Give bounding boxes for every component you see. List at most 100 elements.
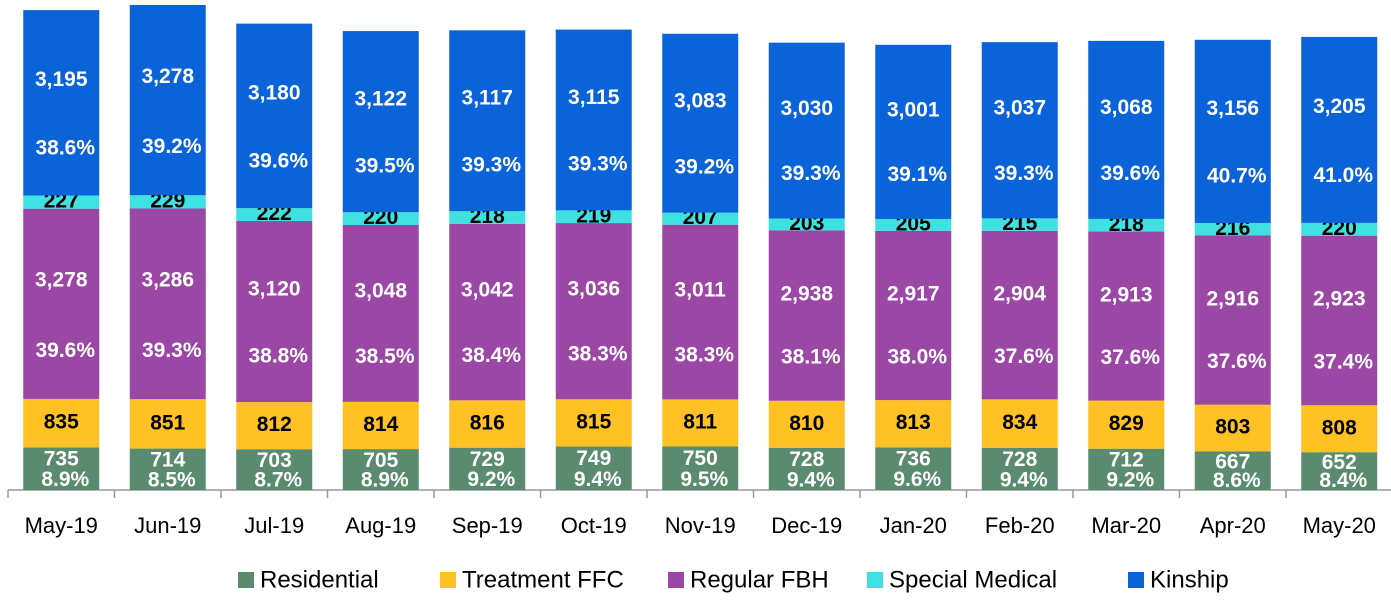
bar-segment xyxy=(555,399,632,447)
value-label: 652 xyxy=(1322,451,1357,474)
share-label: 37.6% xyxy=(994,345,1054,368)
bar-segment xyxy=(342,212,419,225)
value-label: 2,917 xyxy=(887,283,940,306)
value-label: 3,011 xyxy=(675,279,727,302)
share-label: 9.4% xyxy=(787,468,835,491)
bar-segment xyxy=(236,402,313,450)
share-label: 39.6% xyxy=(1100,162,1160,185)
share-label: 8.6% xyxy=(1213,469,1261,492)
bar-segment xyxy=(449,400,526,448)
legend-swatch xyxy=(440,572,456,588)
bar-segment xyxy=(449,447,526,490)
bar-segment xyxy=(1088,448,1165,490)
value-label: 834 xyxy=(1002,411,1037,434)
bar-segment xyxy=(981,42,1058,219)
share-label: 38.5% xyxy=(355,345,415,368)
share-label: 9.2% xyxy=(1106,468,1154,491)
value-label: 813 xyxy=(896,411,931,434)
legend-label: Treatment FFC xyxy=(462,566,624,593)
bar-segment xyxy=(662,212,739,225)
value-label: 3,286 xyxy=(141,269,194,292)
bar-segment xyxy=(23,398,100,448)
value-label: 851 xyxy=(150,411,185,434)
bar-segment xyxy=(1194,404,1271,452)
value-label: 3,042 xyxy=(461,278,514,301)
legend-label: Residential xyxy=(260,566,379,593)
value-label: 3,036 xyxy=(567,278,620,301)
share-label: 38.6% xyxy=(35,137,95,160)
x-tick-label: Apr-20 xyxy=(1200,513,1266,538)
legend-swatch xyxy=(238,572,254,588)
value-label: 735 xyxy=(44,448,79,471)
bar-segment xyxy=(981,218,1058,231)
share-label: 8.9% xyxy=(361,469,409,492)
value-label: 812 xyxy=(257,413,292,436)
x-tick-label: Feb-20 xyxy=(985,513,1055,538)
bar-segment xyxy=(662,446,739,490)
x-tick-label: Aug-19 xyxy=(345,513,416,538)
bar-segment xyxy=(768,447,845,490)
bar-segment xyxy=(1301,235,1378,406)
share-label: 38.0% xyxy=(887,345,947,368)
bar-segment xyxy=(981,230,1058,400)
bar-segment xyxy=(981,399,1058,448)
value-label: 703 xyxy=(257,449,292,472)
value-label: 714 xyxy=(150,449,185,472)
value-label: 3,001 xyxy=(887,99,940,122)
bar-segment xyxy=(1301,405,1378,453)
legend-label: Special Medical xyxy=(889,566,1057,593)
value-label: 814 xyxy=(363,413,398,436)
share-label: 8.4% xyxy=(1319,469,1367,492)
bar-segment xyxy=(449,30,526,212)
share-label: 38.4% xyxy=(461,344,521,367)
value-label: 816 xyxy=(470,412,505,435)
bar-segment xyxy=(342,31,419,213)
value-label: 3,120 xyxy=(248,277,301,300)
bar-segment xyxy=(342,224,419,402)
value-label: 729 xyxy=(470,448,505,471)
bar-segment xyxy=(1194,222,1271,236)
bar-segment xyxy=(981,447,1058,490)
bar-segment xyxy=(875,218,952,231)
value-label: 3,195 xyxy=(35,68,88,91)
bar-segment xyxy=(342,401,419,450)
value-label: 811 xyxy=(683,410,717,433)
value-label: 3,048 xyxy=(354,280,407,303)
legend-swatch xyxy=(867,572,883,588)
share-label: 38.8% xyxy=(248,344,308,367)
share-label: 38.3% xyxy=(568,343,628,366)
x-tick-label: Jul-19 xyxy=(244,513,304,538)
value-label: 2,904 xyxy=(993,282,1046,305)
bar-segment xyxy=(768,400,845,448)
x-tick-label: Oct-19 xyxy=(561,513,627,538)
value-label: 712 xyxy=(1109,449,1144,472)
value-label: 815 xyxy=(576,410,611,433)
bar-segment xyxy=(1088,218,1165,232)
value-label: 835 xyxy=(44,411,79,434)
value-label: 3,117 xyxy=(462,87,513,110)
bar-segment xyxy=(1194,235,1271,405)
bar-segment xyxy=(23,208,100,399)
bar-segment xyxy=(555,223,632,400)
value-label: 2,916 xyxy=(1206,287,1259,310)
share-label: 39.6% xyxy=(35,339,95,362)
value-label: 705 xyxy=(363,449,398,472)
x-tick-label: May-20 xyxy=(1303,513,1376,538)
bar-segment xyxy=(768,218,845,231)
share-label: 39.3% xyxy=(994,162,1054,185)
share-label: 39.3% xyxy=(142,339,202,362)
value-label: 3,122 xyxy=(354,87,407,110)
share-label: 8.5% xyxy=(148,468,196,491)
value-label: 749 xyxy=(576,447,611,470)
share-label: 9.4% xyxy=(574,468,622,491)
bar-segment xyxy=(875,400,952,448)
value-label: 3,083 xyxy=(674,89,727,112)
bar-segment xyxy=(236,208,313,222)
value-label: 803 xyxy=(1215,416,1250,439)
share-label: 41.0% xyxy=(1313,164,1373,187)
bar-segment xyxy=(1088,40,1165,219)
x-tick-label: May-19 xyxy=(25,513,98,538)
value-label: 808 xyxy=(1322,416,1357,439)
share-label: 38.3% xyxy=(674,343,734,366)
share-label: 37.6% xyxy=(1207,350,1267,373)
